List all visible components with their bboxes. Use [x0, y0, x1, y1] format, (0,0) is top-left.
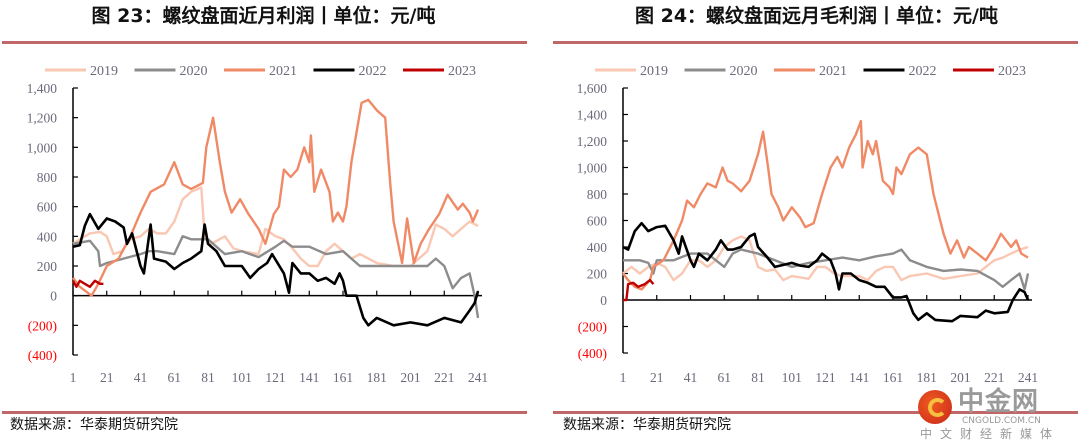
right-series-2023-line — [623, 278, 655, 302]
left-source-divider — [2, 411, 527, 414]
right-legend-label-2021: 2021 — [819, 64, 847, 79]
left-chart-title: 图 23：螺纹盘面近月利润丨单位：元/吨 — [91, 5, 436, 27]
right-y-tick-label: (200) — [578, 320, 607, 335]
left-series-2022-line — [72, 212, 480, 327]
left-y-tick-label: 400 — [37, 229, 58, 244]
left-y-tick-label: (200) — [28, 318, 57, 333]
right-y-tick-label: 400 — [587, 240, 608, 255]
left-y-tick-label: 800 — [37, 170, 58, 185]
left-x-tick-label: 221 — [434, 370, 454, 385]
left-legend-label-2021: 2021 — [269, 64, 297, 79]
right-x-tick-label: 161 — [883, 370, 903, 385]
left-x-tick-label: 241 — [468, 370, 488, 385]
left-x-tick-label: 181 — [367, 370, 387, 385]
right-x-tick-label: 241 — [1018, 370, 1038, 385]
left-x-tick-label: 141 — [299, 370, 319, 385]
right-source-note: 数据来源：华泰期货研究院 — [563, 417, 731, 433]
left-y-tick-label: 600 — [37, 200, 58, 215]
right-series-2021-line — [622, 119, 1029, 291]
cngold-logo-icon — [918, 390, 952, 424]
right-x-tick-label: 121 — [815, 370, 835, 385]
right-legend-label-2022: 2022 — [909, 64, 937, 79]
left-series-2023-line — [71, 279, 104, 288]
right-y-tick-label: 800 — [587, 187, 608, 202]
right-x-tick-label: 21 — [650, 370, 664, 385]
right-legend-label-2023: 2023 — [998, 64, 1026, 79]
right-x-tick-label: 201 — [950, 370, 970, 385]
right-series-2020-line — [623, 248, 1030, 291]
left-x-tick-label: 61 — [168, 370, 182, 385]
left-series-2020-line — [72, 235, 480, 319]
left-source-note: 数据来源：华泰期货研究院 — [10, 417, 178, 433]
watermark-tagline: 中文财经新媒体 — [920, 427, 1061, 441]
right-x-tick-label: 41 — [684, 370, 698, 385]
left-y-tick-label: 1,200 — [27, 111, 58, 126]
left-x-tick-label: 161 — [333, 370, 353, 385]
right-y-tick-label: 1,400 — [577, 108, 608, 123]
right-chart-title: 图 24：螺纹盘面远月毛利润丨单位：元/吨 — [635, 5, 998, 27]
watermark-logo: 中金网 CNGOLD.COM.CN 中文财经新媒体 — [918, 388, 1080, 442]
left-title-divider — [2, 41, 527, 44]
left-legend-label-2020: 2020 — [180, 64, 208, 79]
right-source-divider — [553, 411, 1078, 414]
right-y-tick-label: 1,000 — [577, 161, 608, 176]
right-x-tick-label: 81 — [751, 370, 765, 385]
right-y-tick-label: 1,600 — [577, 81, 608, 96]
left-y-tick-label: 0 — [50, 289, 57, 304]
right-x-tick-label: 1 — [620, 370, 627, 385]
right-x-tick-label: 181 — [917, 370, 937, 385]
right-y-tick-label: 200 — [587, 267, 608, 282]
left-x-tick-label: 101 — [232, 370, 252, 385]
left-x-tick-label: 121 — [265, 370, 285, 385]
right-legend-label-2019: 2019 — [640, 64, 668, 79]
left-y-tick-label: 200 — [37, 259, 58, 274]
left-y-tick-label: 1,000 — [27, 140, 58, 155]
right-series-2019-line — [622, 235, 1029, 282]
watermark-name: 中金网 — [958, 387, 1040, 417]
left-legend-label-2019: 2019 — [90, 64, 118, 79]
right-series-2022-line — [622, 221, 1030, 323]
watermark-url: CNGOLD.COM.CN — [962, 416, 1041, 426]
left-legend-label-2023: 2023 — [448, 64, 476, 79]
right-legend-label-2020: 2020 — [730, 64, 758, 79]
right-title-divider — [553, 41, 1078, 44]
right-x-tick-label: 221 — [984, 370, 1004, 385]
left-x-tick-label: 41 — [134, 370, 148, 385]
right-x-tick-label: 61 — [718, 370, 732, 385]
left-y-tick-label: 1,400 — [27, 81, 58, 96]
right-x-tick-label: 141 — [849, 370, 869, 385]
right-y-tick-label: 600 — [587, 214, 608, 229]
left-series-2021-line — [72, 98, 480, 297]
right-x-tick-label: 101 — [782, 370, 802, 385]
left-x-tick-label: 1 — [70, 370, 77, 385]
left-x-tick-label: 201 — [400, 370, 420, 385]
right-y-tick-label: (400) — [578, 346, 607, 361]
left-y-tick-label: (400) — [28, 348, 57, 363]
left-legend-label-2022: 2022 — [359, 64, 387, 79]
right-y-tick-label: 1,200 — [577, 134, 608, 149]
left-x-tick-label: 81 — [201, 370, 215, 385]
left-x-tick-label: 21 — [100, 370, 114, 385]
right-y-tick-label: 0 — [600, 293, 607, 308]
